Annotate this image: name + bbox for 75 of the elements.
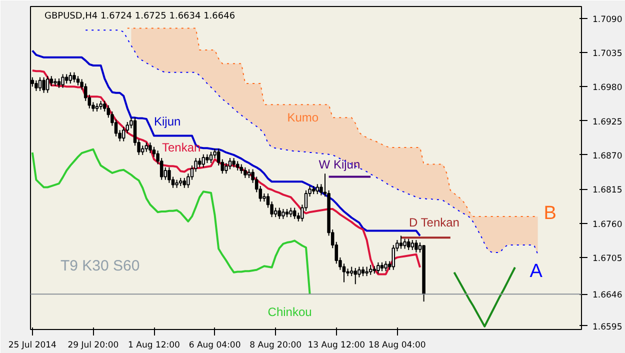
- candlestick: [122, 126, 126, 142]
- candlestick: [282, 208, 285, 220]
- candlestick: [76, 76, 80, 86]
- candlestick: [182, 177, 186, 188]
- candlestick: [278, 207, 282, 220]
- candlestick: [102, 100, 106, 112]
- series-label: Chinkou: [268, 305, 312, 320]
- series-label: B: [544, 202, 556, 224]
- candlestick: [57, 78, 61, 88]
- candlestick: [232, 158, 236, 168]
- candlestick: [148, 142, 152, 154]
- candlestick: [209, 151, 213, 164]
- candlestick: [72, 72, 76, 83]
- y-tick-label: 1.6870: [592, 151, 622, 162]
- x-tick-label: 1 Aug 12:00: [128, 340, 180, 350]
- candlestick: [384, 260, 388, 272]
- candlestick: [406, 238, 410, 250]
- annotation: T9 K30 S60: [60, 258, 140, 274]
- candlestick: [46, 76, 50, 94]
- candlestick: [152, 146, 156, 158]
- series-label: W Kijun: [318, 158, 360, 172]
- y-tick-label: 1.7090: [592, 14, 622, 25]
- candlestick: [376, 262, 380, 274]
- candlestick: [202, 154, 206, 168]
- candlestick: [140, 145, 144, 156]
- candlestick: [236, 160, 240, 171]
- candlestick: [361, 266, 365, 277]
- candlestick: [354, 268, 358, 285]
- series-label: Kijun: [154, 114, 181, 129]
- candlestick: [350, 266, 354, 277]
- candlestick: [42, 76, 46, 94]
- candlestick: [316, 184, 320, 195]
- annotation: Kumo: [287, 110, 319, 125]
- candlestick: [274, 207, 278, 218]
- candlestick: [64, 74, 68, 84]
- candlestick: [365, 266, 368, 277]
- text: GBPUSD,H4 1.6724 1.6725 1.6634 1.6646: [44, 12, 236, 22]
- candlestick: [244, 166, 247, 178]
- candlestick: [289, 207, 292, 218]
- candlestick: [213, 148, 216, 159]
- line-series: [31, 69, 421, 276]
- candlestick: [50, 76, 54, 87]
- y-tick-label: 1.7035: [592, 48, 622, 59]
- candlestick: [403, 238, 406, 250]
- candlestick: [292, 207, 296, 220]
- candlestick: [410, 240, 414, 250]
- x-tick-label: 8 Aug 20:00: [250, 340, 302, 350]
- candlestick: [38, 76, 42, 92]
- candlestick: [198, 158, 202, 168]
- series-label: A: [530, 260, 543, 282]
- y-tick-label: 1.6925: [592, 117, 622, 128]
- x-tick-label: 6 Aug 04:00: [188, 340, 241, 350]
- candlestick: [144, 142, 148, 152]
- x-tick-label: 29 Jul 20:00: [68, 340, 119, 350]
- y-tick-label: 1.6815: [592, 186, 622, 196]
- y-tick-label: 1.6980: [592, 83, 622, 94]
- series-label: Tenkan: [162, 140, 201, 154]
- candlestick: [68, 72, 72, 84]
- candlestick: [228, 158, 232, 170]
- x-tick-label: 18 Aug 04:00: [368, 340, 426, 350]
- y-tick-label: 1.6705: [592, 254, 622, 264]
- candlestick: [368, 264, 372, 276]
- series-label: D Tenkan: [409, 216, 460, 230]
- candlestick: [414, 240, 418, 253]
- line-series: [453, 266, 516, 328]
- y-tick-label: 1.6760: [592, 220, 622, 230]
- x-tick-label: 25 Jul 2014: [8, 340, 56, 350]
- y-tick-label: 1.6595: [592, 322, 622, 332]
- candlestick: [61, 74, 64, 88]
- ref-line-label: 1.6646: [592, 290, 622, 301]
- candlestick: [399, 235, 403, 250]
- line-series: [31, 50, 421, 237]
- x-tick-label: 13 Aug 12:00: [308, 340, 366, 350]
- candlestick: [34, 80, 38, 92]
- candlestick: [240, 164, 244, 174]
